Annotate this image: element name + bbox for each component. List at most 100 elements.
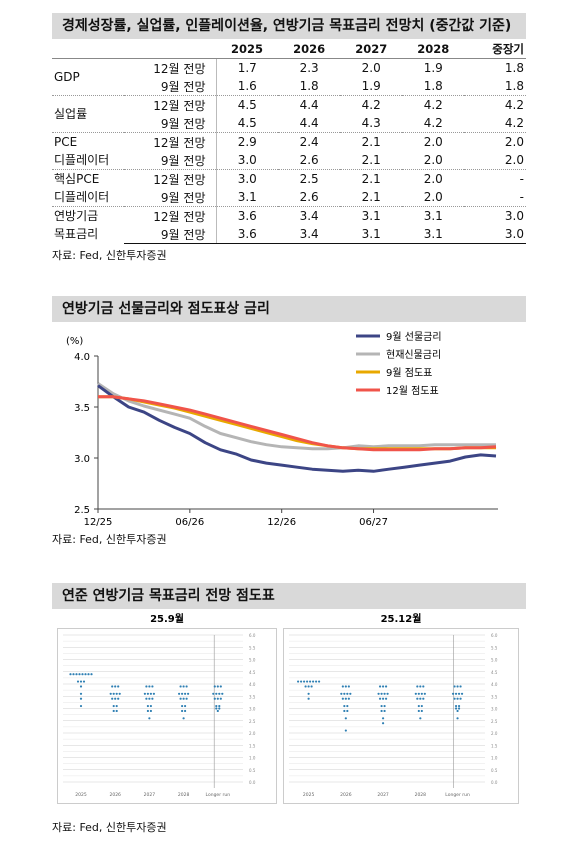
table-cell: 3.0 [464, 206, 526, 225]
svg-text:Longer run: Longer run [445, 792, 470, 798]
table-cell: 4.2 [423, 116, 443, 130]
table-cell: 4.5 [215, 95, 279, 114]
table-cell: 3.0 [215, 169, 279, 188]
table-row: 9월 전망 4.5 4.4 4.3 4.2 4.2 [52, 114, 526, 133]
svg-text:6.0: 6.0 [249, 633, 256, 638]
dot-mark [90, 673, 93, 676]
dot-section-title: 연준 연방기금 목표금리 전망 점도표 [52, 583, 526, 609]
dot-mark [76, 680, 80, 683]
dot-mark [149, 692, 152, 695]
table-cell: 1.8 [504, 79, 524, 93]
table-row: 9월 전망 1.6 1.8 1.9 1.8 1.8 [52, 77, 526, 96]
svg-text:2028: 2028 [178, 792, 190, 798]
dot-mark [454, 704, 458, 708]
table-row: 9월 전망 3.0 2.6 2.1 2.0 2.0 [52, 151, 526, 170]
dot-mark [179, 685, 182, 688]
dot-mark [185, 685, 188, 688]
dot-mark [181, 704, 184, 708]
row-sub-label: 12월 전망 [124, 95, 216, 114]
dot-mark [111, 697, 114, 700]
row-group-label: 연방기금 목표금리 [52, 206, 124, 244]
dot-mark [419, 685, 422, 688]
dot-mark [81, 673, 84, 676]
forecast-table: 2025 2026 2027 2028 중장기 GDP 12월 전망 1.7 2.3 2.0 1.… [52, 40, 526, 244]
table-cell: 2.6 [299, 190, 319, 204]
dot-mark [212, 692, 215, 695]
dot-mark [184, 704, 187, 708]
dot-mark [459, 697, 462, 700]
table-cell: 2.0 [423, 190, 443, 204]
dot-panel-title: 25.9월 [150, 613, 184, 625]
dot-mark [456, 697, 459, 700]
dot-mark [79, 692, 83, 695]
x-tick-label: 12/26 [267, 517, 296, 528]
dot-mark [219, 697, 222, 700]
dot-mark [344, 685, 347, 688]
rates-line-chart: (%) 4.0 3.5 3.0 2.512/25 06/26 12/26 06/27 9월 선물… [66, 331, 498, 528]
y-tick-label: 3.5 [74, 403, 90, 414]
dot-mark [343, 709, 346, 713]
dot-mark [456, 685, 459, 688]
dot-plot-sep-2025: 25.9월 0.0 0.5 1.0 1.5 2.0 2.5 3.0 3.5 4.0 4.5 5.0 5.… [57, 613, 277, 804]
dot-mark [79, 685, 83, 688]
x-tick-label: 12/25 [84, 517, 113, 528]
svg-text:0.5: 0.5 [491, 768, 498, 773]
svg-text:0.0: 0.0 [491, 780, 498, 785]
dot-mark [221, 692, 224, 695]
dot-mark [378, 697, 382, 700]
dot-mark [346, 704, 349, 708]
dot-mark [182, 717, 185, 720]
table-cell: 3.1 [402, 225, 465, 244]
dot-mark [304, 685, 307, 688]
dot-mark [384, 685, 388, 688]
row-sub-label: 9월 전망 [160, 190, 206, 205]
row-sub-label: 12월 전망 [124, 169, 216, 188]
dot-mark [378, 685, 382, 688]
line-source: 자료: Fed, 신한투자증권 [52, 533, 167, 546]
legend-label: 현재신물금리 [386, 349, 441, 361]
dot-mark [318, 680, 321, 683]
header-cell [52, 40, 124, 59]
table-cell: 4.5 [215, 114, 279, 133]
table-cell: 3.1 [340, 206, 403, 225]
dot-mark [215, 692, 218, 695]
table-cell: 2.0 [361, 61, 381, 75]
dot-mark [419, 717, 422, 720]
table-cell: 4.4 [278, 95, 341, 114]
dot-mark [178, 692, 181, 695]
table-cell: 2.4 [278, 132, 341, 151]
dot-mark [151, 685, 154, 688]
dot-mark [419, 697, 422, 700]
table-cell: 2.0 [402, 169, 465, 188]
dot-mark [72, 673, 75, 676]
dot-mark [454, 692, 458, 695]
dot-mark [306, 680, 309, 683]
table-header-row: 2025 2026 2027 2028 중장기 [52, 40, 526, 59]
dot-mark [344, 697, 347, 700]
row-group-label: 핵심PCE 디플레이터 [52, 169, 124, 207]
svg-text:2027: 2027 [144, 792, 156, 798]
header-cell: 2027 [340, 40, 403, 59]
y-unit-label: (%) [66, 336, 83, 347]
dot-mark [386, 692, 389, 695]
y-tick-label: 3.0 [74, 454, 90, 465]
table-cell: 2.5 [278, 169, 341, 188]
svg-text:2026: 2026 [109, 792, 121, 798]
dot-mark [346, 709, 349, 713]
dot-mark [315, 680, 318, 683]
table-cell: 4.4 [299, 116, 319, 130]
dot-mark [219, 685, 222, 688]
dot-mark [145, 697, 148, 700]
dot-mark [380, 704, 383, 708]
row-sub-label: 9월 전망 [124, 225, 216, 244]
dot-mark [297, 680, 300, 683]
dot-mark [75, 673, 78, 676]
svg-text:2025: 2025 [75, 792, 87, 798]
row-sub-label: 9월 전망 [160, 153, 206, 168]
table-cell: 2.0 [464, 132, 526, 151]
table-cell: 4.2 [340, 95, 403, 114]
x-tick-label: 06/26 [175, 517, 204, 528]
dot-panel-title: 25.12월 [381, 613, 422, 625]
dot-mark [380, 709, 383, 713]
dot-mark [87, 673, 90, 676]
